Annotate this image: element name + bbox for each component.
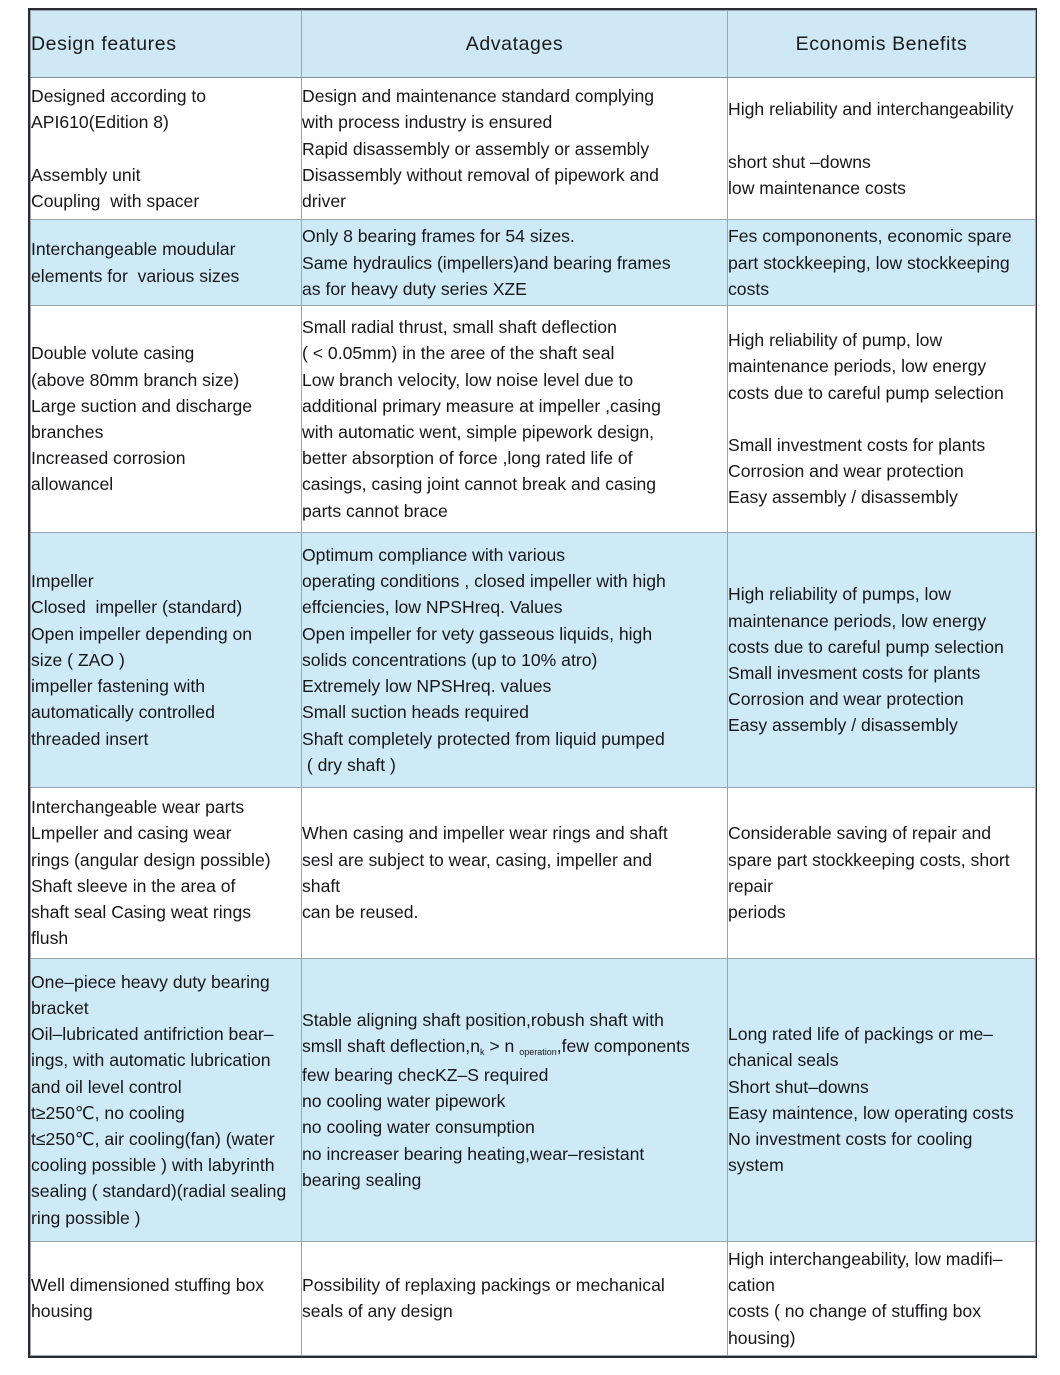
row-7-feature-cell: Well dimensioned stuffing box housing <box>30 1240 302 1357</box>
row-2-feature-text: Interchangeable moudular elements for va… <box>31 239 240 286</box>
column-header-design-features: Design features <box>30 10 302 78</box>
row-3-advantage-text: Small radial thrust, small shaft deflect… <box>302 317 661 521</box>
row-6-advantage-rest: few bearing checKZ–S required no cooling… <box>302 1064 645 1190</box>
row-1-feature-text: Designed according to API610(Edition 8) … <box>31 86 207 211</box>
formula-subscript-k: k <box>479 1046 485 1057</box>
row-1-feature-cell: Designed according to API610(Edition 8) … <box>30 76 302 221</box>
row-6-shaft-deflection-formula: smsll shaft deflection,nk > n operation,… <box>302 1035 690 1057</box>
formula-prefix: smsll shaft deflection,n <box>302 1035 480 1056</box>
row-2-advantage-cell: Only 8 bearing frames for 54 sizes. Same… <box>301 219 728 306</box>
row-6-feature-text: One–piece heavy duty bearing bracket Oil… <box>31 971 287 1228</box>
table-body: Designed according to API610(Edition 8) … <box>30 76 1036 1357</box>
row-7-advantage-cell: Possibility of replaxing packings or mec… <box>301 1240 728 1357</box>
row-7-advantage-text: Possibility of replaxing packings or mec… <box>302 1275 665 1322</box>
row-6-advantage-cell: Stable aligning shaft position,robush sh… <box>301 957 728 1242</box>
row-1-benefit-cell: High reliability and interchangeability … <box>727 76 1036 221</box>
formula-operator: > n <box>484 1035 520 1056</box>
row-2-benefit-text: Fes compononents, economic spare part st… <box>728 226 1012 299</box>
row-5-benefit-cell: Considerable saving of repair and spare … <box>727 787 1036 959</box>
table-row: Double volute casing (above 80mm branch … <box>30 305 1036 533</box>
row-5-advantage-text: When casing and impeller wear rings and … <box>302 823 668 923</box>
row-3-feature-cell: Double volute casing (above 80mm branch … <box>30 305 302 533</box>
row-6-benefit-cell: Long rated life of packings or me– chani… <box>727 957 1036 1242</box>
formula-subscript-operation: operation <box>519 1046 557 1057</box>
row-2-feature-cell: Interchangeable moudular elements for va… <box>30 219 302 306</box>
row-3-advantage-cell: Small radial thrust, small shaft deflect… <box>301 305 728 533</box>
row-4-benefit-text: High reliability of pumps, low maintenan… <box>728 584 1004 736</box>
table-row: Well dimensioned stuffing box housing Po… <box>30 1240 1036 1357</box>
row-4-advantage-cell: Optimum compliance with various operatin… <box>301 531 728 789</box>
row-2-advantage-text: Only 8 bearing frames for 54 sizes. Same… <box>302 226 671 299</box>
row-3-benefit-text: High reliability of pump, low maintenanc… <box>728 330 1004 508</box>
column-header-economic-benefits: Economis Benefits <box>727 10 1036 78</box>
row-6-benefit-text: Long rated life of packings or me– chani… <box>728 1024 1014 1176</box>
row-6-feature-cell: One–piece heavy duty bearing bracket Oil… <box>30 957 302 1242</box>
table-row: Designed according to API610(Edition 8) … <box>30 76 1036 221</box>
table-header-row: Design features Advatages Economis Benef… <box>30 10 1036 78</box>
row-7-benefit-cell: High interchangeability, low madifi– cat… <box>727 1240 1036 1357</box>
table-row: One–piece heavy duty bearing bracket Oil… <box>30 957 1036 1242</box>
row-4-feature-text: Impeller Closed impeller (standard) Open… <box>31 571 253 749</box>
row-7-feature-text: Well dimensioned stuffing box housing <box>31 1275 265 1322</box>
row-5-feature-text: Interchangeable wear parts Lmpeller and … <box>31 797 271 949</box>
row-5-benefit-text: Considerable saving of repair and spare … <box>728 823 1010 923</box>
row-6-advantage-line1: Stable aligning shaft position,robush sh… <box>302 1009 664 1030</box>
table-row: Interchangeable moudular elements for va… <box>30 219 1036 306</box>
row-2-benefit-cell: Fes compononents, economic spare part st… <box>727 219 1036 306</box>
row-3-feature-text: Double volute casing (above 80mm branch … <box>31 343 253 495</box>
row-1-advantage-cell: Design and maintenance standard complyin… <box>301 76 728 221</box>
formula-suffix: ,few components <box>556 1035 690 1056</box>
table-row: Impeller Closed impeller (standard) Open… <box>30 531 1036 789</box>
spec-table-frame: Design features Advatages Economis Benef… <box>28 8 1037 1358</box>
row-3-benefit-cell: High reliability of pump, low maintenanc… <box>727 305 1036 533</box>
row-5-advantage-cell: When casing and impeller wear rings and … <box>301 787 728 959</box>
column-header-advantages: Advatages <box>301 10 728 78</box>
design-features-table: Design features Advatages Economis Benef… <box>30 10 1036 1357</box>
row-4-advantage-text: Optimum compliance with various operatin… <box>302 545 666 775</box>
row-4-benefit-cell: High reliability of pumps, low maintenan… <box>727 531 1036 789</box>
row-1-benefit-text: High reliability and interchangeability … <box>728 99 1014 198</box>
row-4-feature-cell: Impeller Closed impeller (standard) Open… <box>30 531 302 789</box>
row-7-benefit-text: High interchangeability, low madifi– cat… <box>728 1249 1003 1348</box>
row-6-advantage-text: Stable aligning shaft position,robush sh… <box>302 1007 727 1193</box>
row-5-feature-cell: Interchangeable wear parts Lmpeller and … <box>30 787 302 959</box>
row-1-advantage-text: Design and maintenance standard complyin… <box>302 86 659 211</box>
table-row: Interchangeable wear parts Lmpeller and … <box>30 787 1036 959</box>
